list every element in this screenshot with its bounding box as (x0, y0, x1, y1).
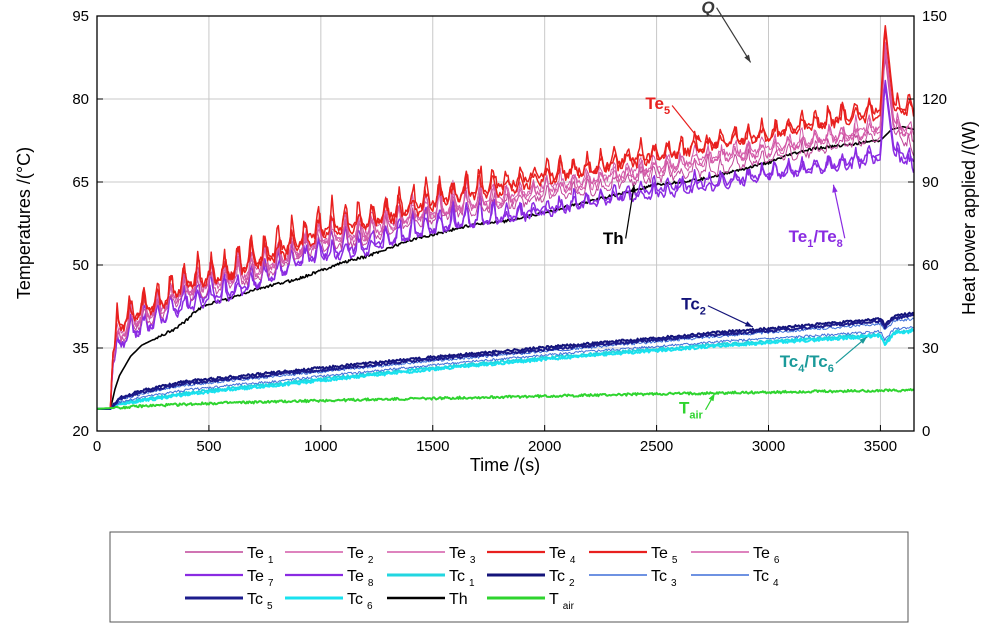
series-line-te3 (109, 41, 915, 409)
y-left-tick-label: 95 (72, 8, 89, 25)
series-line-tc5 (97, 313, 915, 410)
plot-frame (96, 15, 915, 432)
y-axis-left-title: Temperatures /(°C) (14, 147, 34, 299)
annotation-arrowhead (744, 321, 753, 327)
legend-label-te1: Te 1 (247, 545, 274, 566)
legend-box (109, 531, 909, 623)
annotation-tc4: Tc4/Tc6 (780, 352, 834, 375)
x-tick-label: 500 (196, 438, 221, 455)
series-line-tc6 (97, 329, 915, 410)
annotation-arrow (716, 7, 752, 63)
y-right-tick-label: 60 (922, 257, 939, 274)
x-tick-label: 2000 (528, 438, 561, 455)
x-axis-title: Time /(s) (470, 455, 540, 475)
y-left-tick-label: 35 (72, 340, 89, 357)
y-right-tick-label: 90 (922, 174, 939, 191)
annotation-tair: Tair (679, 398, 704, 421)
annotation-arrowhead (744, 54, 751, 63)
legend-label-te2: Te 2 (347, 545, 374, 566)
series-line-tc4 (97, 326, 915, 410)
annotation-arrowhead (832, 184, 838, 193)
annotation-arrow (625, 184, 635, 239)
x-tick-label: 3000 (752, 438, 785, 455)
series-line-te6 (109, 52, 914, 409)
legend-label-tc6: Tc 6 (347, 591, 373, 612)
y-right-tick-label: 120 (922, 91, 947, 108)
gridlines (97, 16, 914, 431)
legend-label-tc3: Tc 3 (651, 568, 677, 589)
annotation-q: Q (701, 0, 714, 17)
series-layer (96, 24, 915, 410)
series-line-tair (96, 388, 915, 410)
legend-label-te3: Te 3 (449, 545, 476, 566)
x-tick-label: 1000 (304, 438, 337, 455)
annotation-arrowhead (708, 393, 715, 402)
legend-label-te6: Te 6 (753, 545, 780, 566)
legend: Te 1 Te 2 Te 3 Te 4 Te 5 Te 6 Te 7 Te 8 Tc 1 Tc 2 Tc 3 Tc 4 Tc 5 T… (109, 531, 909, 623)
annotation-th: Th (603, 229, 624, 248)
x-tick-label: 1500 (416, 438, 449, 455)
annotation-arrowhead (859, 336, 867, 344)
legend-label-tc5: Tc 5 (247, 591, 273, 612)
y-left-tick-label: 80 (72, 91, 89, 108)
legend-label-tc2: Tc 2 (549, 568, 575, 589)
annotation-arrow (832, 184, 846, 239)
annotation-arrowhead (694, 134, 702, 143)
legend-label-tc4: Tc 4 (753, 568, 779, 589)
annotation-te1: Te1/Te8 (789, 227, 843, 250)
legend-label-tc1: Tc 1 (449, 568, 475, 589)
x-tick-label: 3500 (864, 438, 897, 455)
annotation-tc2: Tc2 (681, 294, 706, 317)
axis-ticks: 0 500 1000 1500 2000 2500 3000 3500203550658095… (72, 8, 947, 455)
annotation-arrowhead (630, 184, 636, 193)
x-tick-label: 2500 (640, 438, 673, 455)
legend-label-te7: Te 7 (247, 568, 274, 589)
y-left-tick-label: 20 (72, 423, 89, 440)
series-line-te1 (109, 58, 915, 409)
y-left-tick-label: 65 (72, 174, 89, 191)
series-line-th (97, 125, 915, 410)
legend-label-te8: Te 8 (347, 568, 374, 589)
y-right-tick-label: 150 (922, 8, 947, 25)
y-left-tick-label: 50 (72, 257, 89, 274)
y-right-tick-label: 30 (922, 340, 939, 357)
annotation-te5: Te5 (645, 94, 670, 117)
series-line-te5 (109, 30, 915, 409)
annotation-arrow (707, 305, 754, 328)
annotations: Q Te5 Th Te1/Te8 Tc2 Tc4/Tc6 Tair (603, 0, 868, 421)
y-axis-right-title: Heat power applied /(W) (959, 121, 979, 315)
series-line-te8 (109, 85, 915, 409)
legend-label-th: Th (449, 591, 468, 608)
legend-label-te5: Te 5 (651, 545, 678, 566)
legend-label-te4: Te 4 (549, 545, 576, 566)
y-right-tick-label: 0 (922, 423, 930, 440)
x-tick-label: 0 (93, 438, 101, 455)
annotation-arrow (671, 105, 702, 143)
